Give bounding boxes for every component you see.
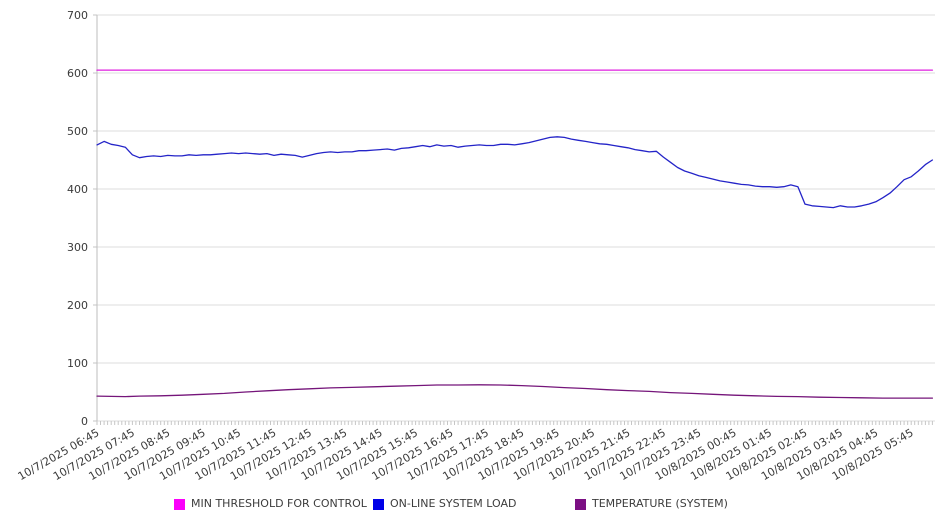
y-tick-label-400: 400 xyxy=(67,183,88,196)
y-tick-label-0: 0 xyxy=(81,415,88,428)
y-tick-label-100: 100 xyxy=(67,357,88,370)
legend-item-temperature-system[interactable]: TEMPERATURE (SYSTEM) xyxy=(575,497,728,511)
legend-label-online-system-load: ON-LINE SYSTEM LOAD xyxy=(390,497,517,510)
y-tick-label-700: 700 xyxy=(67,9,88,22)
y-tick-label-200: 200 xyxy=(67,299,88,312)
series-line-2 xyxy=(96,384,934,399)
legend-swatch-temperature-system-icon xyxy=(575,498,586,510)
y-tick-label-500: 500 xyxy=(67,125,88,138)
legend-label-min-threshold: MIN THRESHOLD FOR CONTROL xyxy=(191,497,367,510)
legend-item-min-threshold[interactable]: MIN THRESHOLD FOR CONTROL xyxy=(174,497,373,511)
chart-legend: MIN THRESHOLD FOR CONTROL ON-LINE SYSTEM… xyxy=(174,497,728,511)
y-tick-label-600: 600 xyxy=(67,67,88,80)
y-tick-label-300: 300 xyxy=(67,241,88,254)
legend-swatch-online-system-load-icon xyxy=(373,498,384,510)
series-line-1 xyxy=(96,136,934,209)
legend-swatch-min-threshold-icon xyxy=(174,498,185,510)
x-minor-ticks xyxy=(96,421,933,425)
legend-label-temperature-system: TEMPERATURE (SYSTEM) xyxy=(592,497,728,510)
legend-item-online-system-load[interactable]: ON-LINE SYSTEM LOAD xyxy=(373,497,575,511)
